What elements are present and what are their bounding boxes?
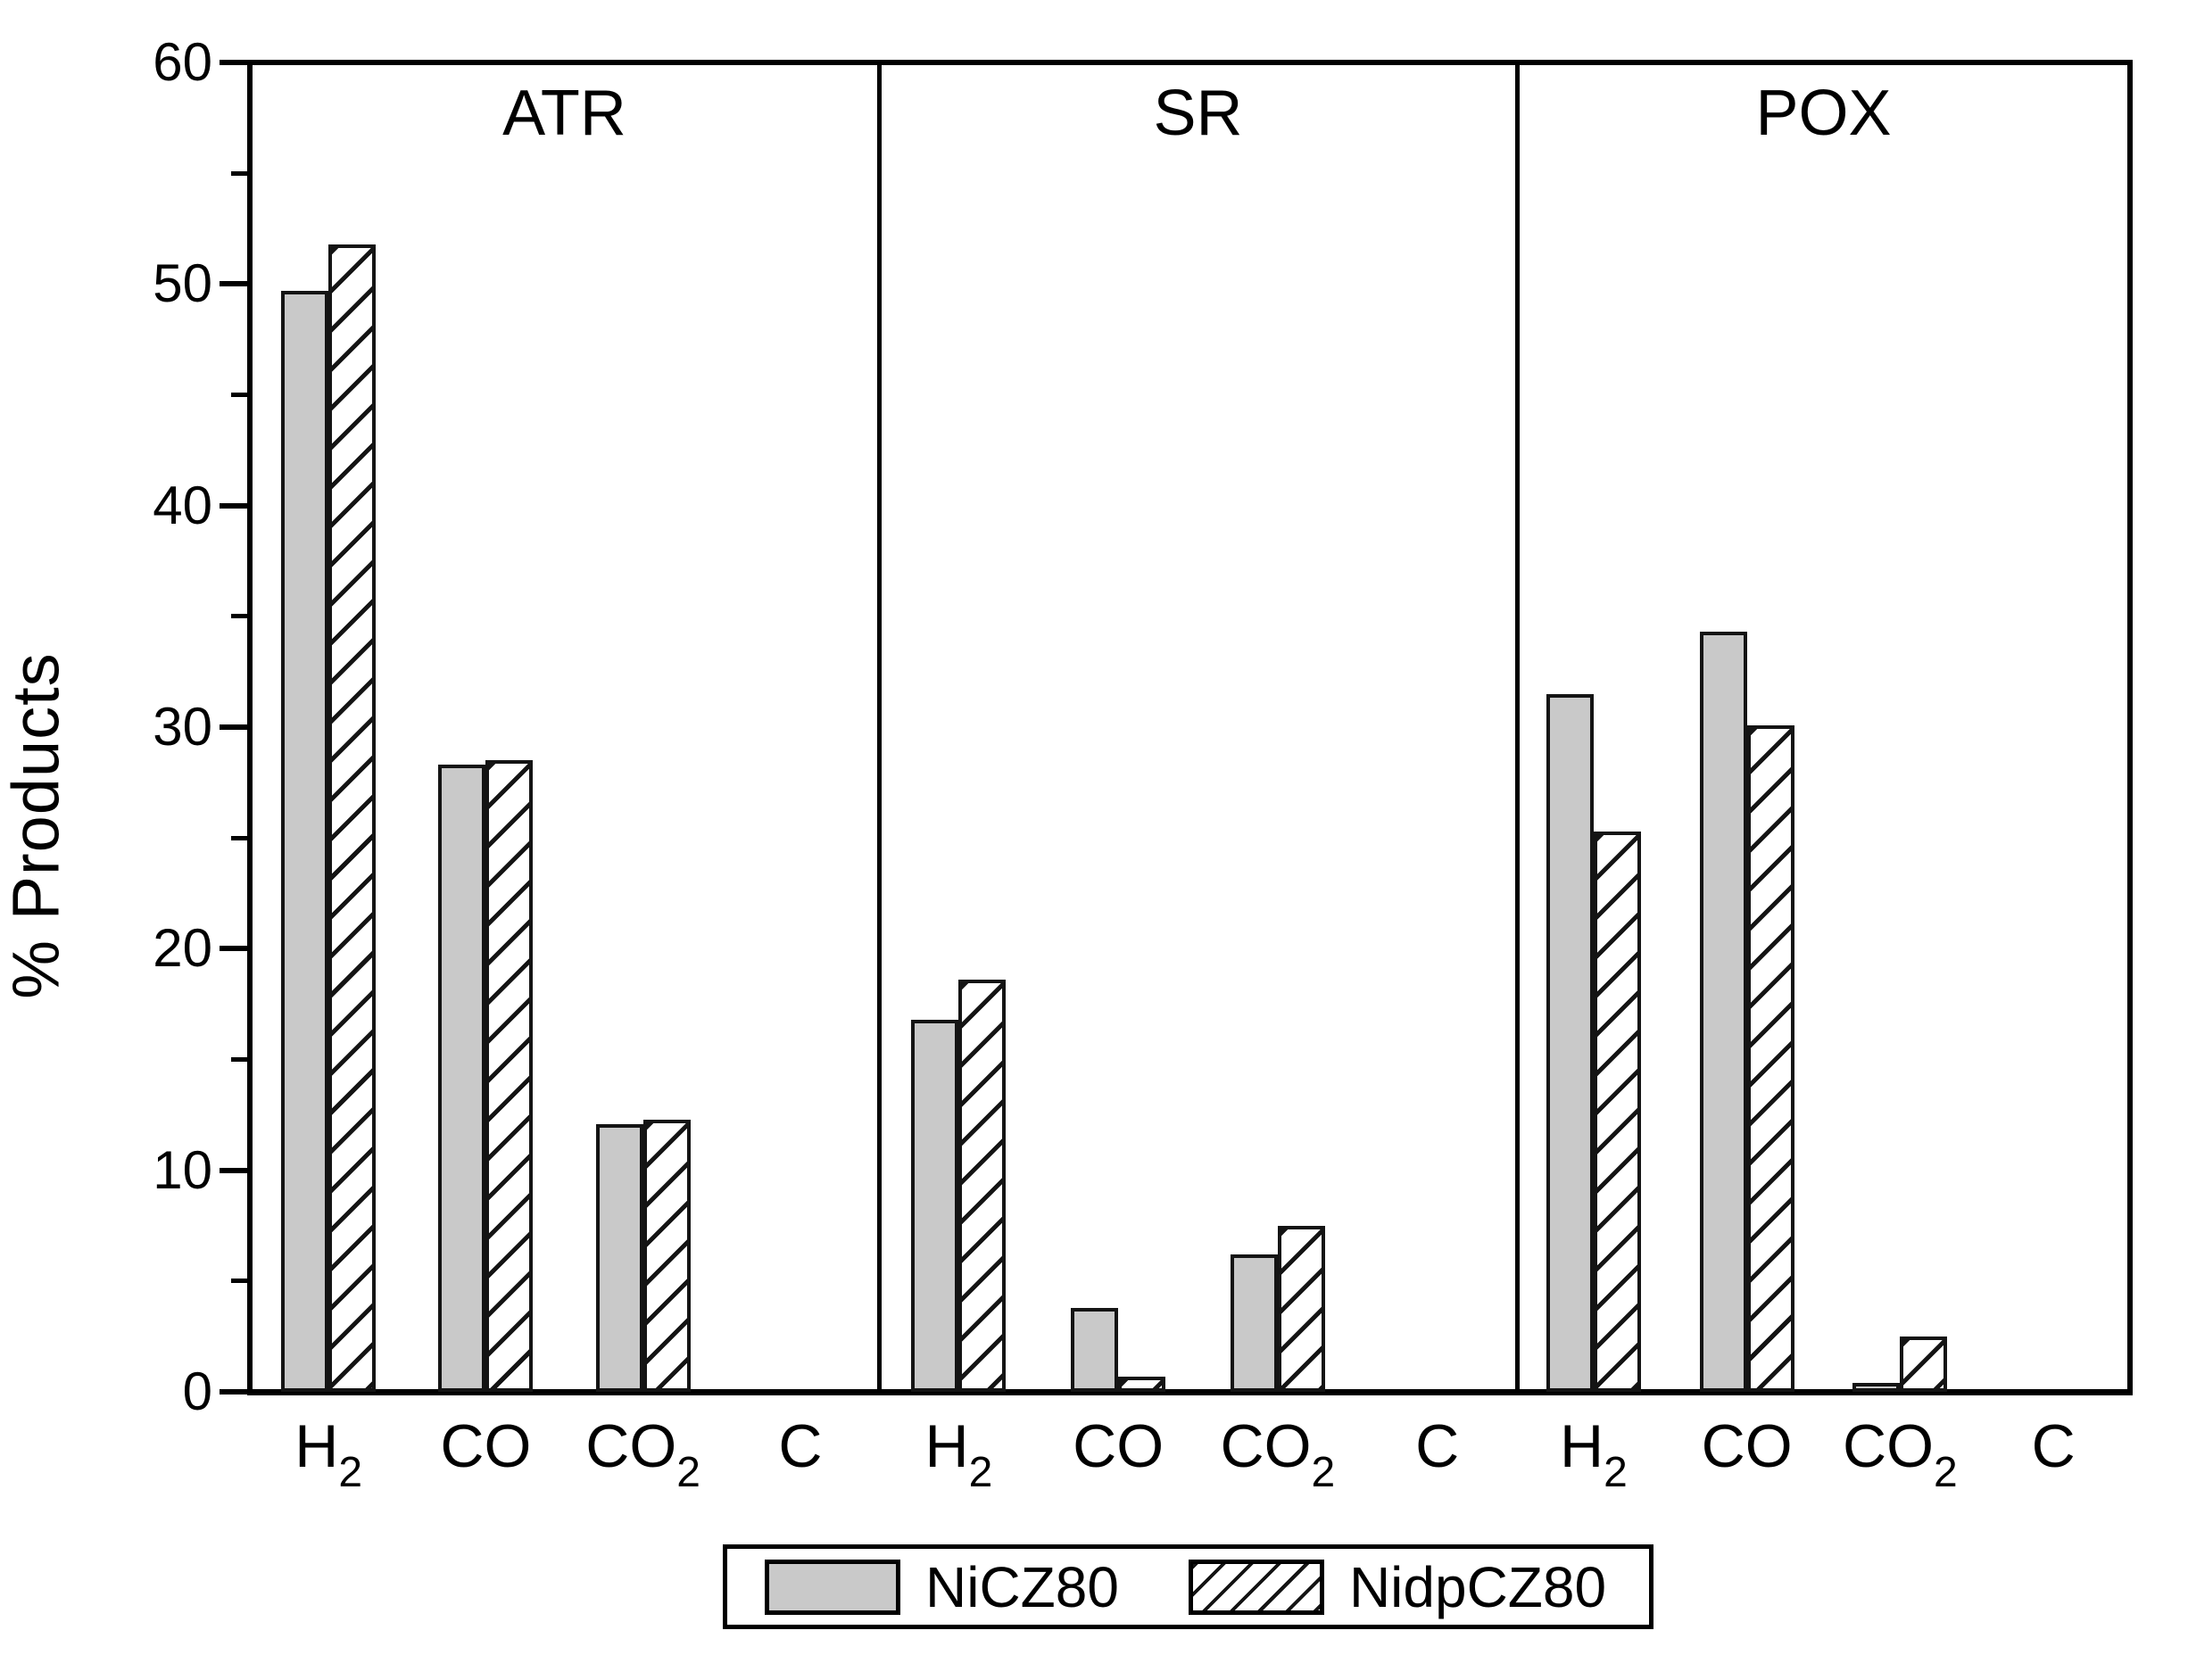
y-major-tick bbox=[220, 502, 250, 509]
NiCZ80-bar bbox=[1699, 632, 1747, 1392]
x-category-subscript: 2 bbox=[1934, 1449, 1958, 1496]
plot-frame-top bbox=[247, 60, 2133, 65]
x-category-text: CO bbox=[1843, 1412, 1935, 1480]
panel-title-pox: POX bbox=[1755, 78, 1892, 149]
x-category-subscript: 2 bbox=[1311, 1449, 1336, 1496]
panel-divider bbox=[877, 62, 882, 1392]
y-minor-tick bbox=[231, 614, 250, 619]
y-major-tick bbox=[220, 724, 250, 730]
NidpCZ80-bar bbox=[328, 244, 377, 1392]
NiCZ80-bar bbox=[595, 1123, 643, 1392]
plot-frame-bottom bbox=[247, 1389, 2133, 1395]
x-category-subscript: 2 bbox=[676, 1449, 700, 1496]
y-tick-label: 40 bbox=[153, 475, 212, 535]
x-category-label: H2 bbox=[1496, 1411, 1692, 1497]
NiCZ80-bar bbox=[1852, 1383, 1901, 1392]
x-category-label: C bbox=[1339, 1411, 1536, 1481]
NiCZ80-bar bbox=[1071, 1307, 1119, 1392]
NiCZ80-bar bbox=[1230, 1254, 1278, 1392]
legend: NiCZ80 NidpCZ80 bbox=[723, 1544, 1653, 1629]
y-tick-label: 20 bbox=[153, 918, 212, 979]
x-category-label: H2 bbox=[230, 1411, 427, 1497]
y-tick-label: 30 bbox=[153, 697, 212, 757]
NidpCZ80-bar bbox=[485, 760, 534, 1392]
NidpCZ80-bar bbox=[1746, 724, 1794, 1392]
plot-frame-right bbox=[2127, 60, 2133, 1394]
NidpCZ80-bar bbox=[1900, 1336, 1948, 1392]
panel-divider bbox=[1515, 62, 1520, 1392]
y-major-tick bbox=[220, 281, 250, 287]
y-major-tick bbox=[220, 946, 250, 952]
legend-label: NidpCZ80 bbox=[1348, 1554, 1607, 1619]
x-category-label: C bbox=[702, 1411, 899, 1481]
x-category-label: CO2 bbox=[1180, 1411, 1376, 1497]
y-major-tick bbox=[220, 1389, 250, 1394]
x-category-text: H bbox=[1559, 1412, 1604, 1480]
y-minor-tick bbox=[231, 393, 250, 397]
NiCZ80-bar bbox=[911, 1019, 959, 1392]
x-category-label: CO bbox=[1649, 1411, 1845, 1481]
panel-title-atr: ATR bbox=[502, 78, 626, 149]
y-tick-label: 60 bbox=[153, 32, 212, 92]
x-category-subscript: 2 bbox=[968, 1449, 993, 1496]
legend-swatch-nidpcz80 bbox=[1188, 1559, 1324, 1615]
x-category-subscript: 2 bbox=[338, 1449, 363, 1496]
NidpCZ80-bar bbox=[1277, 1225, 1325, 1392]
y-axis-title: % Products bbox=[0, 652, 73, 999]
x-category-label: CO bbox=[387, 1411, 584, 1481]
legend-label: NiCZ80 bbox=[925, 1554, 1119, 1619]
x-category-text: C bbox=[778, 1412, 823, 1480]
NidpCZ80-bar bbox=[1118, 1376, 1166, 1392]
x-category-text: CO bbox=[440, 1412, 532, 1480]
x-category-subscript: 2 bbox=[1604, 1449, 1628, 1496]
NidpCZ80-bar bbox=[642, 1119, 691, 1392]
x-category-label: CO2 bbox=[545, 1411, 742, 1497]
x-category-label: CO bbox=[1020, 1411, 1216, 1481]
NidpCZ80-bar bbox=[1593, 831, 1641, 1392]
legend-swatch-nicz80 bbox=[765, 1559, 900, 1615]
x-category-label: C bbox=[1955, 1411, 2151, 1481]
plot-frame-left bbox=[247, 60, 253, 1394]
y-tick-label: 0 bbox=[182, 1361, 212, 1421]
x-category-label: H2 bbox=[860, 1411, 1057, 1497]
y-minor-tick bbox=[231, 1279, 250, 1284]
y-minor-tick bbox=[231, 1057, 250, 1062]
NiCZ80-bar bbox=[1546, 693, 1594, 1392]
NiCZ80-bar bbox=[438, 765, 486, 1392]
x-category-text: C bbox=[2031, 1412, 2076, 1480]
x-category-text: H bbox=[294, 1412, 339, 1480]
NiCZ80-bar bbox=[281, 290, 329, 1392]
panel-title-sr: SR bbox=[1153, 78, 1243, 149]
x-category-text: H bbox=[924, 1412, 969, 1480]
x-category-text: CO bbox=[1220, 1412, 1312, 1480]
x-category-text: CO bbox=[585, 1412, 677, 1480]
x-category-text: CO bbox=[1073, 1412, 1164, 1480]
y-major-tick bbox=[220, 1167, 250, 1173]
y-tick-label: 10 bbox=[153, 1139, 212, 1200]
x-category-text: C bbox=[1415, 1412, 1460, 1480]
NidpCZ80-bar bbox=[958, 980, 1007, 1392]
y-minor-tick bbox=[231, 835, 250, 840]
y-minor-tick bbox=[231, 170, 250, 176]
x-category-label: CO2 bbox=[1802, 1411, 1998, 1497]
x-category-text: CO bbox=[1701, 1412, 1793, 1480]
y-tick-label: 50 bbox=[153, 253, 212, 314]
y-major-tick bbox=[220, 60, 250, 65]
